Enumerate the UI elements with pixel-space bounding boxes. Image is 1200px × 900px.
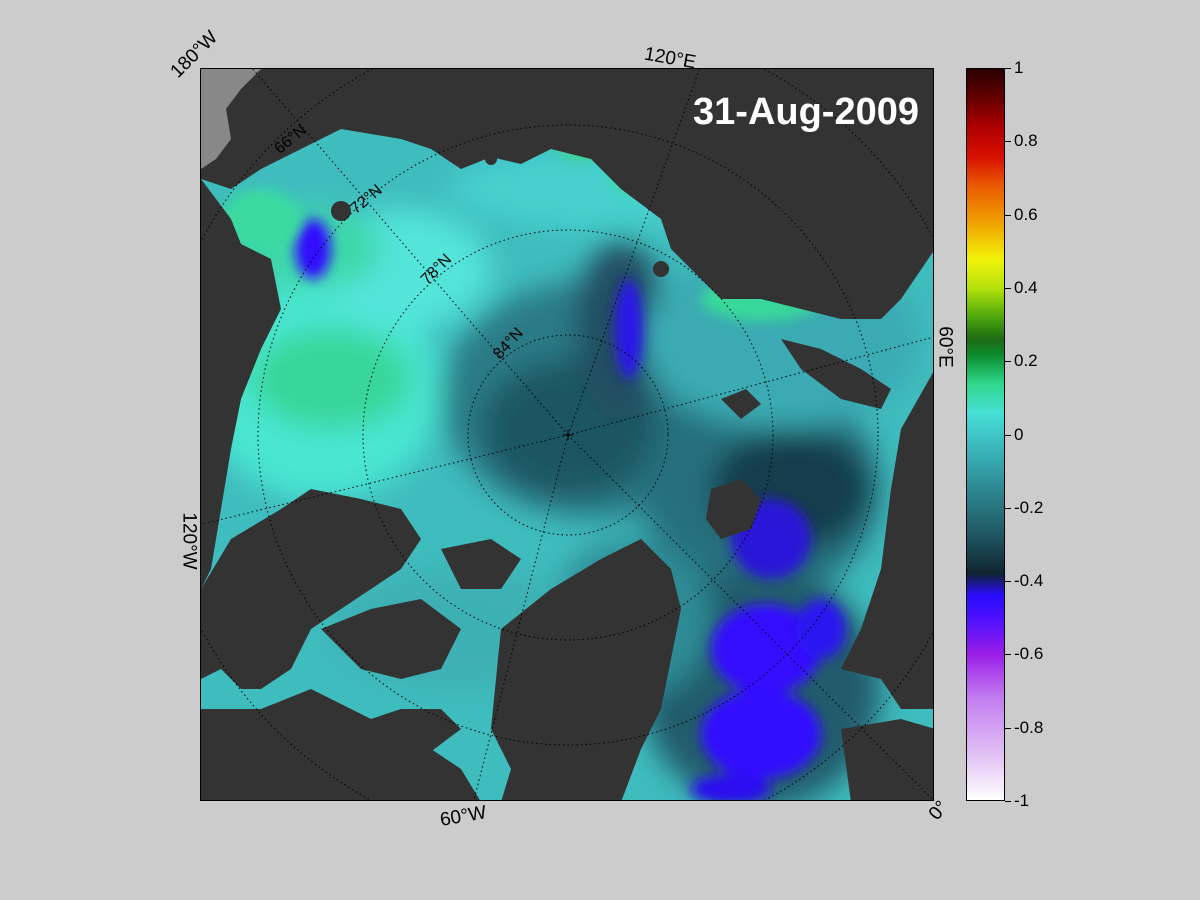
europe-land-bottom: [841, 719, 933, 800]
negative-anomaly-patches: [295, 219, 846, 800]
islands: [331, 153, 669, 277]
colorbar-tick-label: -0.4: [1014, 571, 1044, 591]
colorbar-tick: [1005, 507, 1011, 509]
lon-label-120w: 120°W: [178, 512, 200, 570]
svalbard-land: [706, 479, 761, 539]
colorbar-tick: [1005, 434, 1011, 436]
north-pole-marker: [563, 430, 573, 440]
colorbar-tick: [1005, 581, 1011, 583]
novaya-zemlya-land: [781, 339, 891, 409]
canada-mainland: [201, 689, 480, 800]
franz-josef-land: [721, 389, 761, 419]
colorbar-tick-label: -0.6: [1014, 644, 1044, 664]
canada-archipelago-a: [201, 489, 421, 689]
colorbar-tick: [1005, 141, 1011, 143]
colorbar-tick-label: 1: [1014, 58, 1024, 77]
colorbar-tick-label: 0.6: [1014, 204, 1038, 224]
canada-archipelago-b: [321, 599, 461, 679]
polar-map-svg: [201, 69, 933, 800]
colorbar-tick: [1005, 361, 1011, 363]
lon-label-60e: 60°E: [934, 326, 956, 368]
lon-label-0: 0°: [924, 796, 953, 825]
colorbar: [966, 68, 1005, 801]
colorbar-tick: [1005, 214, 1011, 216]
colorbar-tick-label: -0.8: [1014, 717, 1044, 737]
graticule: [201, 69, 933, 800]
colorbar-tick-label: -1: [1014, 791, 1030, 810]
lon-label-60w: 60°W: [438, 802, 489, 831]
canada-archipelago-c: [441, 539, 521, 589]
colorbar-tick: [1005, 654, 1011, 656]
colorbar-tick-label: 0.4: [1014, 277, 1038, 297]
colorbar-tick: [1005, 287, 1011, 289]
alaska-land: [201, 179, 281, 589]
colorbar-tick-label: 0.8: [1014, 131, 1038, 151]
landmask-gray: [201, 69, 261, 169]
land-layer: [201, 69, 933, 800]
colorbar-tick-label: 0: [1014, 424, 1024, 444]
eurasia-land: [201, 69, 933, 319]
hudson-islands: [341, 709, 461, 759]
scandinavia-land: [841, 372, 933, 709]
colorbar-tick: [1005, 801, 1011, 802]
greenland-land: [491, 539, 681, 800]
colorbar-tick-label: -0.2: [1014, 497, 1044, 517]
colorbar-tick: [1005, 68, 1011, 69]
date-label: 31-Aug-2009: [693, 91, 919, 133]
colorbar-tick-label: 0.2: [1014, 351, 1038, 371]
colorbar-tick: [1005, 727, 1011, 729]
polar-map-panel: 31-Aug-2009 66°N 72°N 78°N 84°N: [200, 68, 934, 801]
